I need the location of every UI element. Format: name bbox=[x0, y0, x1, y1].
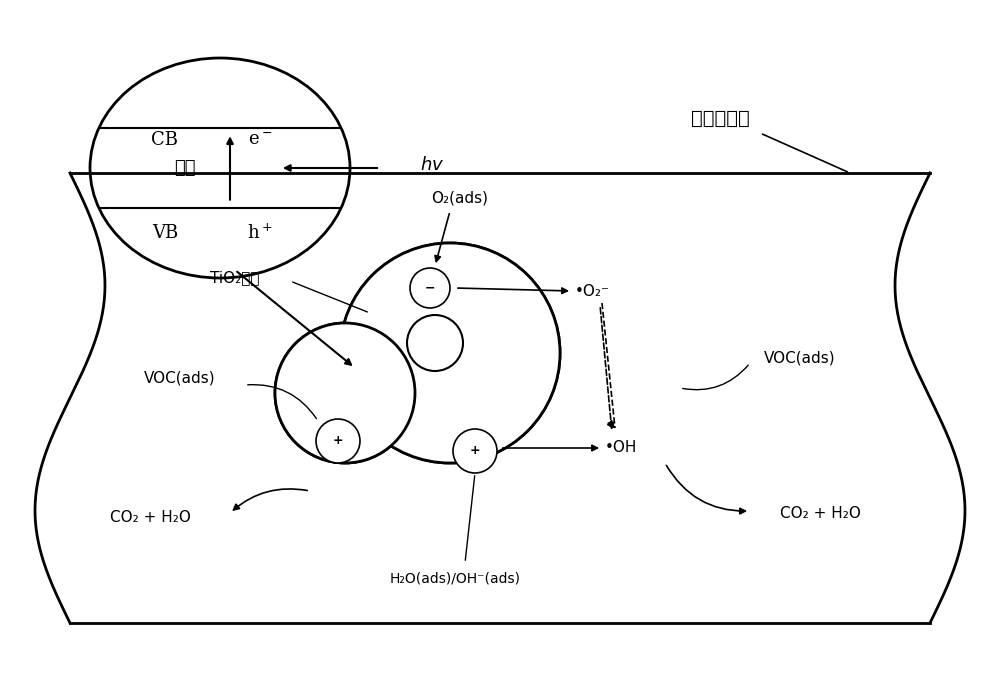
Text: •OH: •OH bbox=[605, 441, 637, 456]
Text: VOC(ads): VOC(ads) bbox=[764, 351, 836, 365]
Circle shape bbox=[316, 419, 360, 463]
Text: −: − bbox=[425, 281, 435, 295]
Text: +: + bbox=[470, 444, 480, 458]
Text: +: + bbox=[333, 435, 343, 448]
Circle shape bbox=[275, 323, 415, 463]
Text: 禁带: 禁带 bbox=[174, 159, 196, 177]
Text: h$^+$: h$^+$ bbox=[247, 223, 273, 242]
Circle shape bbox=[410, 268, 450, 308]
Text: CO₂ + H₂O: CO₂ + H₂O bbox=[780, 505, 860, 520]
Circle shape bbox=[453, 429, 497, 473]
Circle shape bbox=[407, 315, 463, 371]
Text: CB: CB bbox=[152, 131, 178, 149]
Text: VOC(ads): VOC(ads) bbox=[144, 371, 216, 386]
Text: e$^-$: e$^-$ bbox=[248, 131, 272, 149]
Circle shape bbox=[340, 243, 560, 463]
Text: •O₂⁻: •O₂⁻ bbox=[575, 283, 610, 299]
Text: 分子筛模块: 分子筛模块 bbox=[691, 108, 749, 127]
Text: $hv$: $hv$ bbox=[420, 156, 444, 174]
Text: TiO₂粒子: TiO₂粒子 bbox=[210, 271, 260, 285]
Text: H₂O(ads)/OH⁻(ads): H₂O(ads)/OH⁻(ads) bbox=[390, 571, 520, 585]
Text: CO₂ + H₂O: CO₂ + H₂O bbox=[110, 511, 190, 526]
Text: VB: VB bbox=[152, 224, 178, 242]
Text: O₂(ads): O₂(ads) bbox=[431, 190, 488, 205]
